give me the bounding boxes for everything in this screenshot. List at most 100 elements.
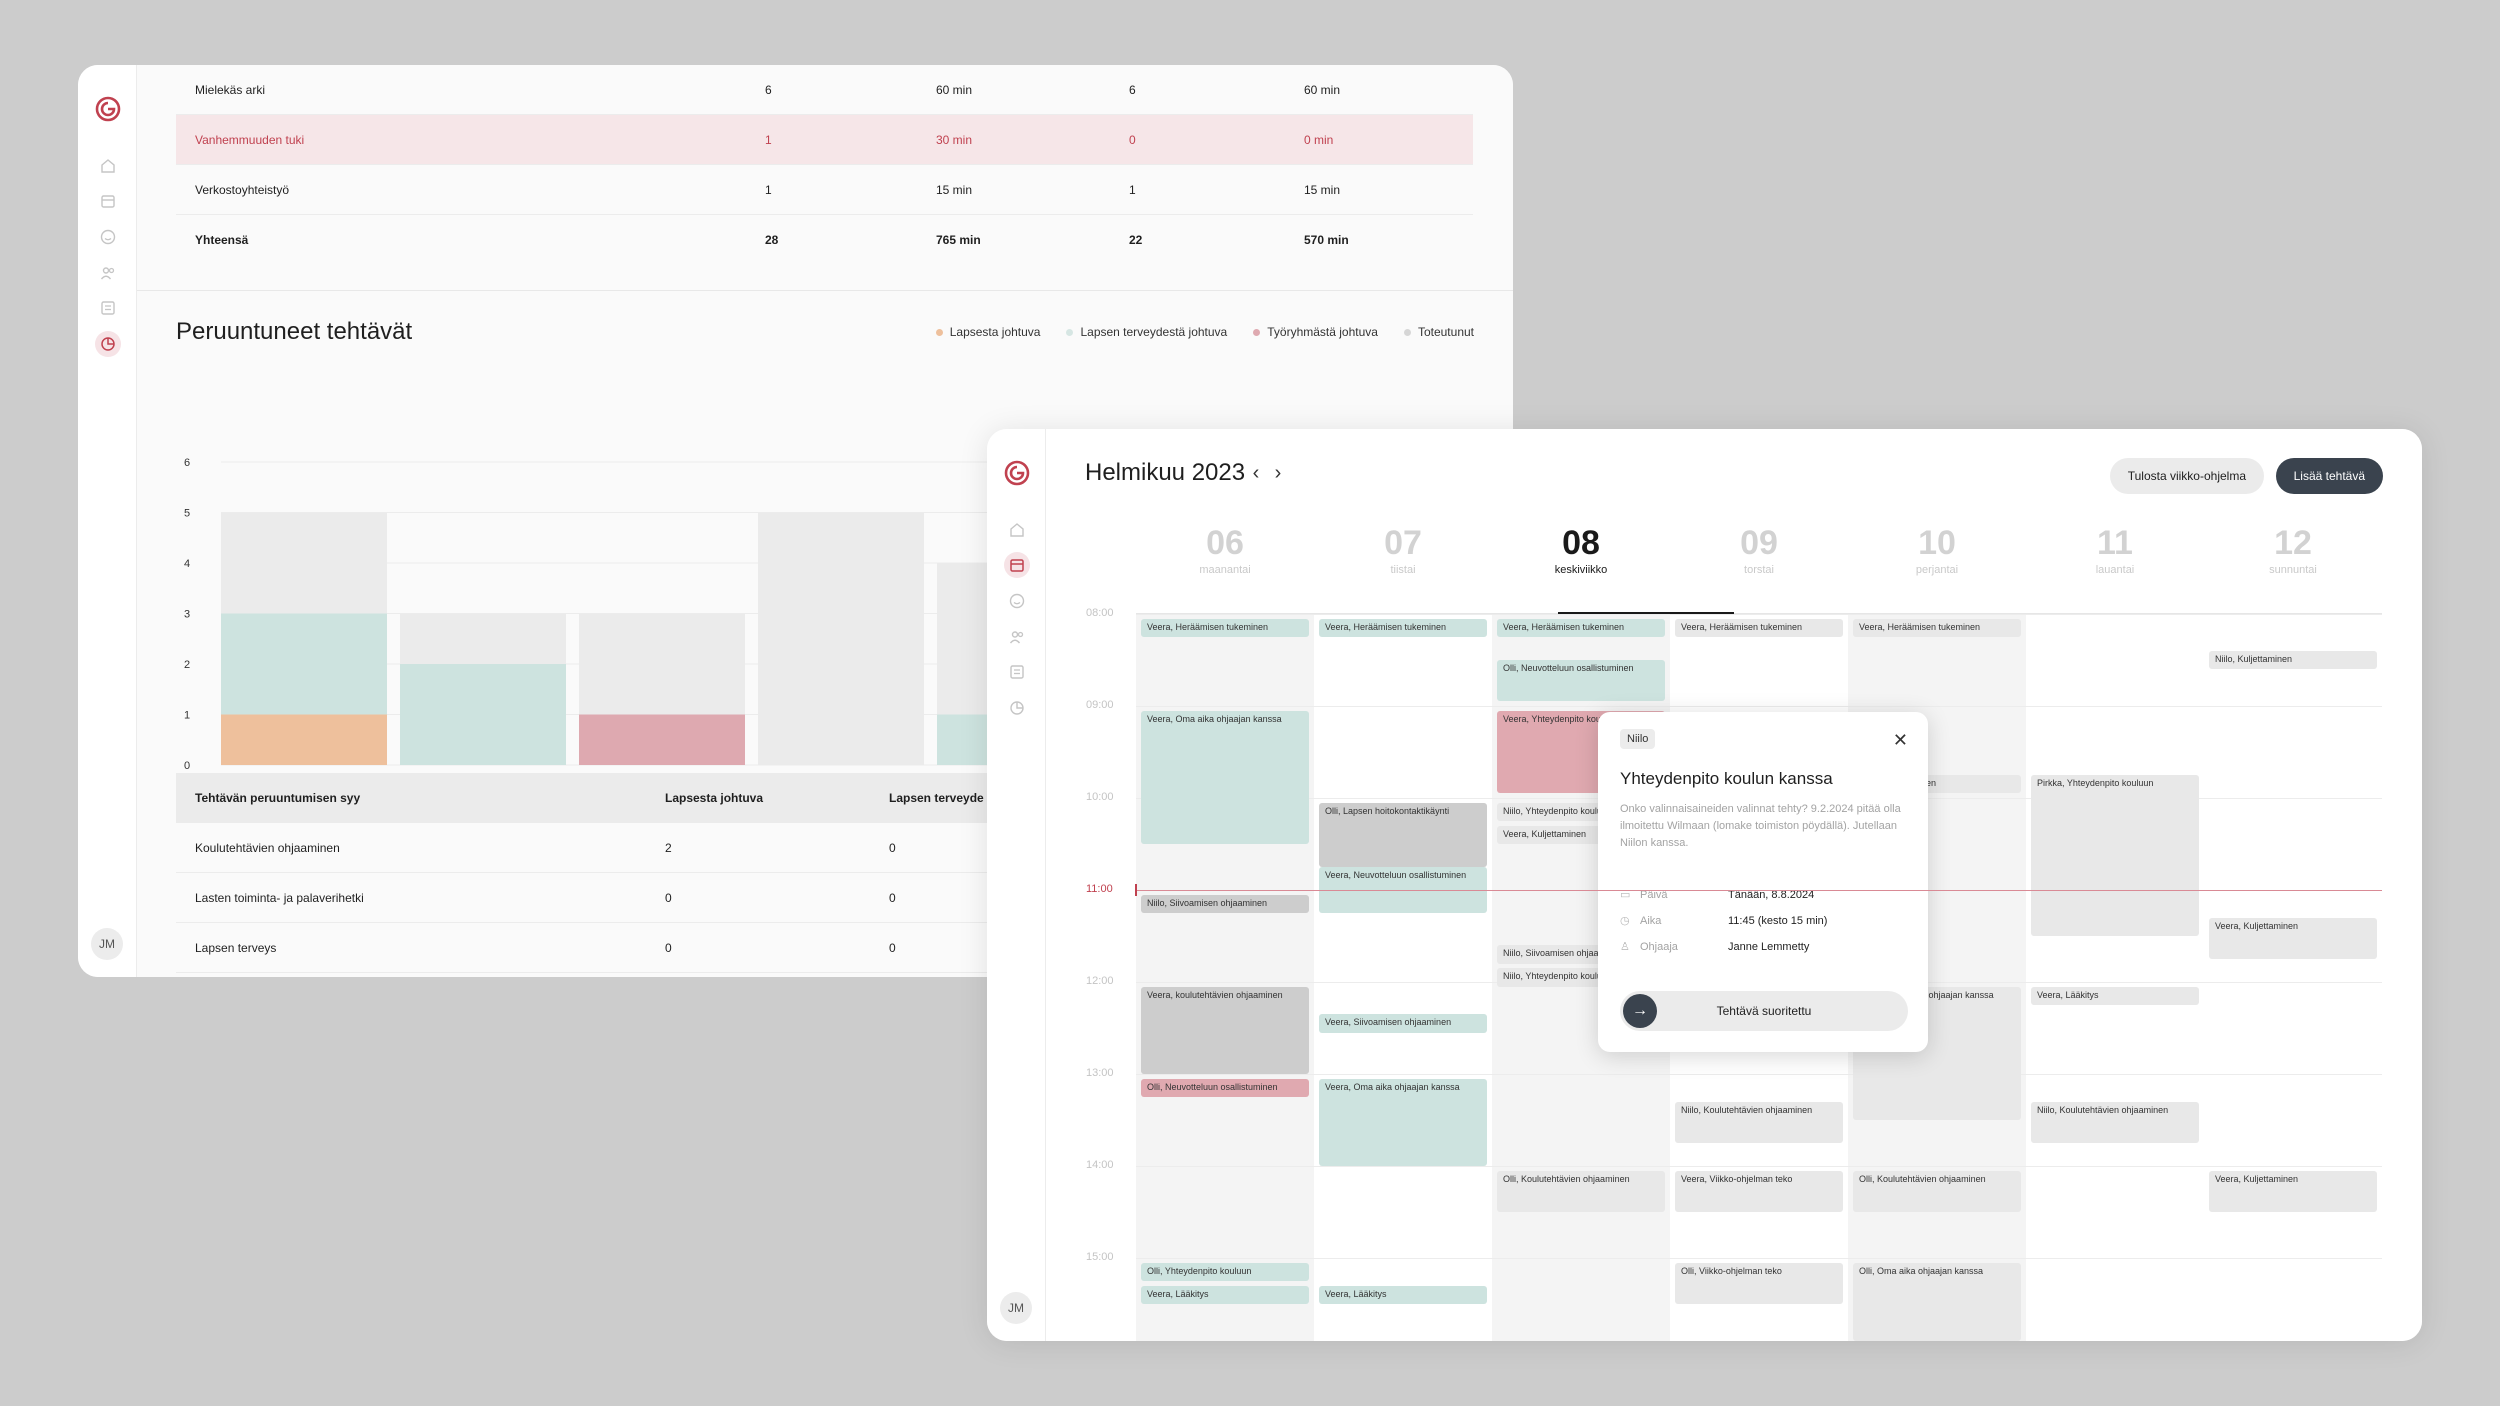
calendar-event[interactable]: Veera, Heräämisen tukeminen — [1853, 618, 2021, 637]
time-label: 12:00 — [1086, 975, 1114, 987]
cell: 1 — [1129, 182, 1136, 197]
day-header[interactable]: 12 sunnuntai — [2204, 524, 2382, 576]
avatar[interactable]: JM — [1000, 1292, 1032, 1324]
calendar-icon[interactable] — [95, 188, 121, 214]
calendar-event[interactable]: Veera, Oma aika ohjaajan kanssa — [1141, 710, 1309, 844]
close-icon[interactable]: ✕ — [1892, 730, 1908, 750]
divider — [137, 290, 1513, 291]
day-number: 09 — [1740, 524, 1778, 562]
day-name: perjantai — [1915, 564, 1959, 576]
hour-line — [1136, 1258, 2382, 1259]
y-tick-label: 0 — [184, 760, 190, 772]
calendar-icon[interactable] — [1004, 552, 1030, 578]
legend-item: Toteutunut — [1403, 325, 1474, 339]
day-header[interactable]: 11 lauantai — [2026, 524, 2204, 576]
calendar-title: Helmikuu 2023 — [1085, 459, 1246, 486]
day-header[interactable]: 10 perjantai — [1848, 524, 2026, 576]
column-header: Tehtävän peruuntumisen syy — [195, 791, 361, 805]
calendar-event[interactable]: Olli, Koulutehtävien ohjaaminen — [1853, 1170, 2021, 1212]
row-label: Mielekäs arki — [195, 82, 266, 97]
task-done-button[interactable]: → Tehtävä suoritettu — [1620, 991, 1908, 1031]
calendar-event[interactable]: Veera, Heräämisen tukeminen — [1319, 618, 1487, 637]
cell: 0 — [889, 940, 896, 955]
chart-pie-icon[interactable] — [1004, 695, 1030, 721]
calendar-icon: ▭ — [1620, 889, 1631, 901]
legend-dot — [1253, 328, 1261, 336]
bar-segment — [758, 512, 924, 765]
brand-logo-icon[interactable] — [94, 95, 122, 123]
day-name: torstai — [1744, 564, 1774, 576]
home-icon[interactable] — [1004, 517, 1030, 543]
calendar-event[interactable]: Veera, Heräämisen tukeminen — [1497, 618, 1665, 637]
avatar[interactable]: JM — [91, 928, 123, 960]
calendar-event[interactable]: Niilo, Koulutehtävien ohjaaminen — [2031, 1101, 2199, 1143]
legend-item: Lapsesta johtuva — [935, 325, 1040, 339]
calendar-event[interactable]: Olli, Koulutehtävien ohjaaminen — [1497, 1170, 1665, 1212]
calendar-event[interactable]: Veera, Kuljettaminen — [2209, 1170, 2377, 1212]
calendar-event[interactable]: Niilo, Kuljettaminen — [2209, 650, 2377, 670]
cell: 765 min — [936, 233, 981, 247]
calendar-event[interactable]: Olli, Yhteydenpito kouluun — [1141, 1262, 1309, 1281]
users-icon[interactable] — [95, 260, 121, 286]
calendar-event[interactable]: Olli, Neuvotteluun osallistuminen — [1141, 1078, 1309, 1097]
list-icon[interactable] — [1004, 659, 1030, 685]
calendar-event[interactable]: Veera, Heräämisen tukeminen — [1141, 618, 1309, 637]
bar-segment — [221, 512, 387, 614]
list-icon[interactable] — [95, 295, 121, 321]
cell: 0 — [665, 890, 672, 905]
calendar-event[interactable]: Veera, Lääkitys — [2031, 986, 2199, 1005]
smiley-icon[interactable] — [95, 224, 121, 250]
calendar-event[interactable]: Veera, Lääkitys — [1141, 1285, 1309, 1304]
sidebar: JM — [987, 429, 1046, 1341]
day-header[interactable]: 08 keskiviikko — [1492, 524, 1670, 576]
day-name: sunnuntai — [2269, 564, 2317, 576]
brand-logo-icon[interactable] — [1003, 459, 1031, 487]
date-field: ▭ Päivä Tänään, 8.8.2024 — [1620, 888, 1814, 902]
day-name: tiistai — [1390, 564, 1416, 576]
calendar-event[interactable]: Olli, Oma aika ohjaajan kanssa — [1853, 1262, 2021, 1341]
time-label: 11:00 — [1086, 883, 1113, 895]
chevron-left-icon[interactable]: ‹ — [1252, 461, 1260, 484]
calendar-event[interactable]: Veera, Viikko-ohjelman teko — [1675, 1170, 1843, 1212]
calendar-event[interactable]: Niilo, Koulutehtävien ohjaaminen — [1675, 1101, 1843, 1143]
row-label: Vanhemmuuden tuki — [195, 132, 305, 147]
print-week-button[interactable]: Tulosta viikko-ohjelma — [2109, 458, 2264, 494]
day-header[interactable]: 07 tiistai — [1314, 524, 1492, 576]
calendar-event[interactable]: Veera, Siivoamisen ohjaaminen — [1319, 1014, 1487, 1033]
users-icon[interactable] — [1004, 624, 1030, 650]
calendar-event[interactable]: Olli, Neuvotteluun osallistuminen — [1497, 660, 1665, 702]
column-header: Lapsesta johtuva — [665, 791, 764, 805]
smiley-icon[interactable] — [1004, 588, 1030, 614]
current-time-line — [1136, 890, 2382, 891]
calendar-event[interactable]: Veera, koulutehtävien ohjaaminen — [1141, 986, 1309, 1074]
calendar-event[interactable]: Olli, Lapsen hoitokontaktikäynti — [1319, 802, 1487, 867]
calendar-event[interactable]: Veera, Heräämisen tukeminen — [1675, 618, 1843, 637]
time-label: 13:00 — [1086, 1067, 1114, 1079]
chart-legend: Lapsesta johtuva Lapsen terveydestä joht… — [935, 325, 1474, 339]
table-row: Koulutehtävien ohjaaminen 2 0 — [176, 823, 1476, 873]
today-underline — [1558, 612, 1734, 614]
day-header[interactable]: 09 torstai — [1670, 524, 1848, 576]
column-header: Lapsen terveyde — [889, 791, 984, 805]
bar-segment — [221, 714, 387, 765]
chevron-right-icon[interactable]: › — [1274, 461, 1282, 484]
cell: 0 — [1129, 132, 1136, 147]
cell: 60 min — [936, 82, 973, 97]
legend-label: Lapsen terveydestä johtuva — [1080, 325, 1228, 339]
sidebar: JM — [78, 65, 137, 977]
calendar-event[interactable]: Veera, Lääkitys — [1319, 1285, 1487, 1304]
chart-pie-icon[interactable] — [95, 331, 121, 357]
cell: 1 — [765, 182, 772, 197]
calendar-event[interactable]: Pirkka, Yhteydenpito kouluun — [2031, 775, 2199, 936]
calendar-event[interactable]: Veera, Kuljettaminen — [2209, 917, 2377, 959]
clock-icon: ◷ — [1620, 915, 1630, 927]
add-task-button[interactable]: Lisää tehtävä — [2275, 458, 2383, 494]
day-header[interactable]: 06 maanantai — [1136, 524, 1314, 576]
calendar-event[interactable]: Olli, Viikko-ohjelman teko — [1675, 1262, 1843, 1304]
y-tick-label: 5 — [184, 508, 190, 520]
calendar-event[interactable]: Niilo, Siivoamisen ohjaaminen — [1141, 894, 1309, 913]
calendar-event[interactable]: Veera, Oma aika ohjaajan kanssa — [1319, 1078, 1487, 1166]
home-icon[interactable] — [95, 153, 121, 179]
field-label: Päivä — [1640, 888, 1668, 901]
cell: 6 — [1129, 82, 1136, 97]
